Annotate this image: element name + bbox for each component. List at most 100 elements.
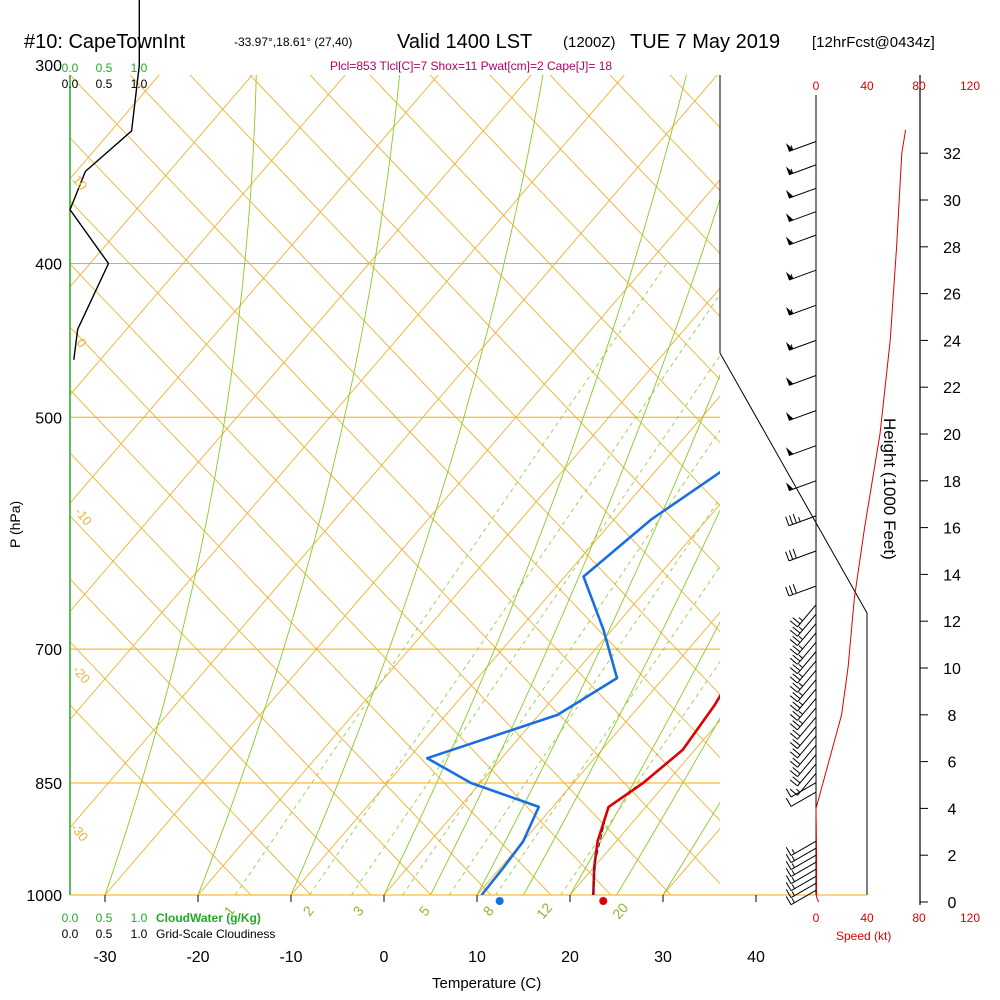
x-tick-label: -10 (279, 949, 302, 966)
moist-adiabat-line (662, 801, 720, 895)
dry-adiabat-line (70, 704, 252, 895)
barb-feather (792, 548, 797, 559)
barb-half-feather (798, 692, 803, 697)
isotherm-label-left: -10 (72, 504, 96, 528)
mixing-ratio-line (560, 661, 720, 895)
barb-feather (789, 732, 798, 740)
dry-adiabat-line (850, 75, 1000, 895)
barb-half-feather (790, 309, 794, 314)
barb-staff (790, 791, 817, 807)
barb-feather (789, 713, 798, 721)
barb-staff (797, 744, 817, 768)
height-tick-label: 10 (943, 661, 961, 678)
wind-speed-tick-top: 80 (912, 79, 926, 93)
barb-feather (792, 654, 801, 662)
wind-barb (789, 679, 817, 703)
barb-feather (789, 657, 798, 665)
station-coords: -33.97°,18.61° (27,40) (234, 35, 352, 49)
barb-feather (792, 729, 801, 737)
barb-half-feather (791, 870, 795, 875)
right-boundary (719, 75, 868, 895)
temperature-trace (592, 693, 720, 895)
barb-half-feather (798, 636, 803, 640)
dewpoint-trace (425, 470, 720, 895)
wind-barb (785, 882, 817, 899)
barb-feather (792, 673, 801, 681)
barb-staff (797, 604, 817, 628)
cloudwater-tick-top: 0.5 (96, 61, 113, 75)
moist-adiabat-line (476, 373, 720, 895)
isotherm-label-left: -30 (68, 820, 92, 844)
dry-adiabat-line (70, 389, 552, 895)
barb-feather (792, 710, 801, 718)
moist-adiabat-line (616, 717, 720, 895)
barb-feather (789, 751, 798, 759)
barb-half-feather (790, 274, 794, 279)
wind-barb (789, 698, 817, 721)
mixing-ratio-label: 12 (533, 900, 555, 922)
barb-staff (790, 868, 817, 885)
wind-barb (789, 707, 817, 731)
barb-staff (790, 840, 817, 856)
barb-half-feather (791, 849, 795, 854)
wind-barb (789, 660, 817, 684)
x-tick-label: -30 (93, 949, 116, 966)
cloudiness-tick-top: 0.0 (62, 77, 79, 91)
height-tick-label: 4 (948, 801, 957, 818)
wind-speed-profile (815, 129, 907, 903)
barb-staff (797, 763, 817, 787)
barb-feather (785, 868, 792, 877)
isotherm-line (569, 719, 720, 895)
x-axis-title: Temperature (C) (432, 975, 541, 992)
cloudwater-tick-top: 0.0 (62, 61, 79, 75)
height-tick-label: 18 (943, 474, 961, 491)
barb-staff (797, 651, 817, 675)
barb-feather (789, 676, 798, 684)
barb-feather (792, 635, 801, 643)
barb-feather (789, 779, 798, 787)
barb-feather (785, 882, 792, 891)
barb-half-feather (798, 626, 803, 631)
barb-feather (785, 896, 792, 905)
height-tick-label: 14 (943, 567, 961, 584)
dry-adiabat-line (70, 326, 612, 895)
cloud-panel: 0.00.00.50.51.01.00.00.00.50.51.01.0 (62, 0, 148, 941)
utc-time: (1200Z) (563, 34, 616, 51)
isotherm-line (0, 0, 183, 895)
barb-feather (785, 797, 792, 807)
barb-half-feather (790, 168, 794, 174)
barb-feather (792, 720, 801, 728)
barb-pennant (785, 271, 794, 281)
mixing-ratio-label: 8 (480, 903, 497, 919)
wind-barb (785, 548, 817, 562)
barb-half-feather (791, 877, 795, 882)
barb-half-feather (791, 891, 795, 896)
x-tick-label: 30 (654, 949, 672, 966)
barb-half-feather (791, 884, 795, 889)
pressure-tick-label: 1000 (26, 888, 62, 905)
wind-speed-tick-top: 120 (960, 79, 980, 93)
barb-pennant (785, 166, 794, 175)
barb-staff (797, 735, 817, 759)
barb-feather (788, 585, 794, 595)
barb-feather (785, 551, 790, 562)
barb-feather (792, 767, 801, 774)
isotherm-line (849, 0, 1000, 895)
isotherm-line (70, 75, 532, 612)
cloudiness-tick-top: 0.5 (96, 77, 113, 91)
dry-adiabat-line (70, 263, 672, 895)
wind-barb (785, 375, 817, 386)
wind-barb (785, 875, 817, 892)
barb-staff (797, 726, 817, 749)
y-axis-title: P (hPa) (7, 501, 23, 548)
isotherm-line (70, 75, 439, 504)
barb-half-feather (791, 856, 795, 861)
barb-pennant (785, 447, 794, 456)
pressure-tick-label: 850 (35, 776, 62, 793)
moist-adiabat-line (569, 621, 720, 895)
barb-staff (788, 585, 817, 597)
mixing-ratio-line (495, 565, 720, 895)
barb-feather (792, 738, 801, 746)
isotherm-label: 30 (842, 533, 870, 561)
cloudiness-tick-bottom: 0.5 (96, 927, 113, 941)
